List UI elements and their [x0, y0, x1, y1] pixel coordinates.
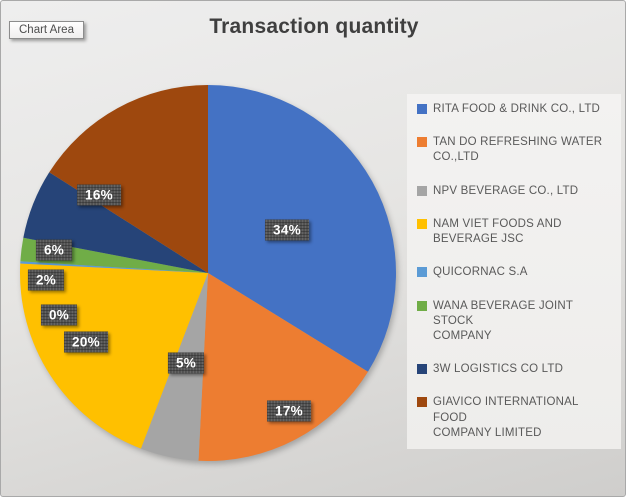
- pie-slice-giavico-international-food-company-limited[interactable]: [49, 84, 208, 273]
- legend-item-npv-beverage-co-ltd[interactable]: NPV BEVERAGE CO., LTD: [415, 184, 615, 199]
- chart-title[interactable]: Transaction quantity: [209, 15, 419, 38]
- pie-data-label-tan-do-refreshing-water-co-ltd[interactable]: 17%: [267, 400, 311, 422]
- legend-label: 3W LOGISTICS CO LTD: [433, 363, 564, 376]
- pie-data-label-wana-beverage-joint-stock-company[interactable]: 2%: [27, 269, 65, 291]
- legend-marker-wana-beverage-joint-stock-company: [417, 300, 427, 311]
- legend-marker-tan-do-refreshing-water-co-ltd: [417, 137, 427, 148]
- legend-marker-3w-logistics-co-ltd: [417, 364, 427, 375]
- pie-data-label-quicornac-s-a[interactable]: 0%: [40, 304, 78, 326]
- pie-data-label-rita-food-drink-co-ltd[interactable]: 34%: [265, 219, 309, 241]
- pie-slice-3w-logistics-co-ltd[interactable]: [23, 172, 208, 273]
- legend-item-rita-food-drink-co-ltd[interactable]: RITA FOOD & DRINK CO., LTD: [415, 102, 615, 117]
- legend-marker-npv-beverage-co-ltd: [417, 185, 427, 196]
- legend-marker-quicornac-s-a: [417, 267, 427, 278]
- legend-marker-rita-food-drink-co-ltd: [417, 104, 427, 114]
- pie-data-label-nam-viet-foods-and-beverage-jsc[interactable]: 20%: [64, 331, 108, 353]
- legend-label: WANA BEVERAGE JOINT STOCK COMPANY: [433, 299, 573, 342]
- legend-label: TAN DO REFRESHING WATER CO.,LTD: [433, 136, 603, 164]
- legend-item-quicornac-s-a[interactable]: QUICORNAC S.A: [415, 265, 615, 280]
- pie-data-label-giavico-international-food-company-limited[interactable]: 16%: [77, 184, 121, 206]
- legend-item-3w-logistics-co-ltd[interactable]: 3W LOGISTICS CO LTD: [415, 362, 615, 377]
- legend-marker-giavico-international-food-company-limited: [417, 397, 427, 408]
- legend-label: NPV BEVERAGE CO., LTD: [433, 184, 579, 197]
- pie-data-label-npv-beverage-co-ltd[interactable]: 5%: [167, 352, 205, 374]
- legend-item-tan-do-refreshing-water-co-ltd[interactable]: TAN DO REFRESHING WATER CO.,LTD: [415, 135, 615, 165]
- chart-legend[interactable]: RITA FOOD & DRINK CO., LTD TAN DO REFRESH…: [407, 94, 621, 449]
- legend-label: NAM VIET FOODS AND BEVERAGE JSC: [433, 217, 562, 246]
- pie-slice-tan-do-refreshing-water-co-ltd[interactable]: [198, 273, 368, 461]
- legend-item-wana-beverage-joint-stock-company[interactable]: WANA BEVERAGE JOINT STOCK COMPANY: [415, 299, 615, 345]
- legend-label: QUICORNAC S.A: [433, 266, 528, 279]
- legend-label: RITA FOOD & DRINK CO., LTD: [433, 103, 601, 115]
- legend-marker-nam-viet-foods-and-beverage-jsc: [417, 218, 427, 229]
- pie-data-label-3w-logistics-co-ltd[interactable]: 6%: [35, 239, 73, 261]
- legend-item-nam-viet-foods-and-beverage-jsc[interactable]: NAM VIET FOODS AND BEVERAGE JSC: [415, 217, 615, 247]
- pie-slice-quicornac-s-a[interactable]: [20, 261, 209, 273]
- legend-item-giavico-international-food-company-limited[interactable]: GIAVICO INTERNATIONAL FOOD COMPANY LIMITE…: [415, 395, 615, 441]
- legend-label: GIAVICO INTERNATIONAL FOOD COMPANY LIMITE…: [433, 396, 579, 439]
- chart-area-tooltip: Chart Area: [9, 21, 84, 39]
